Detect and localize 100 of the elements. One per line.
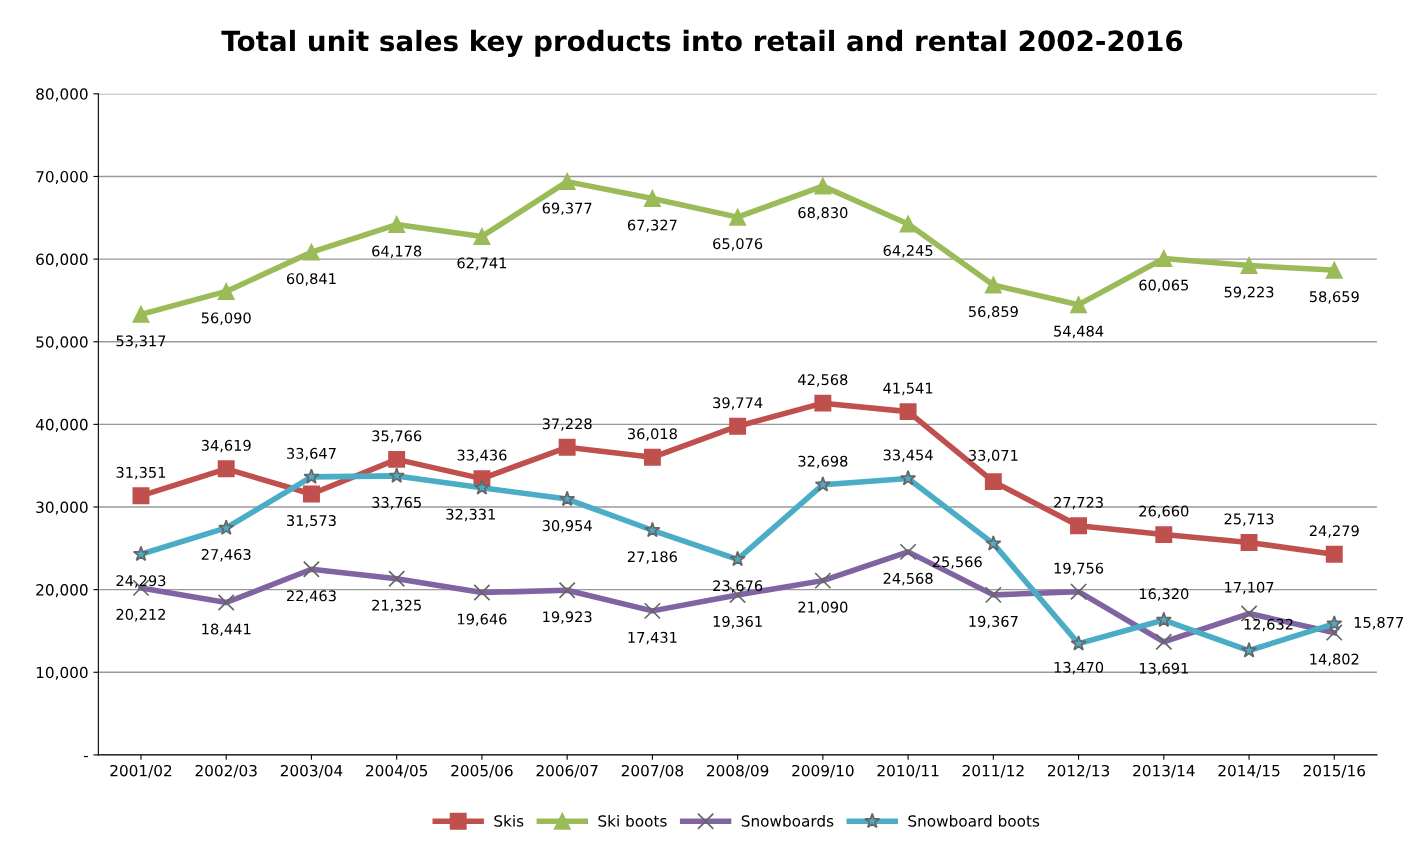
point [132, 305, 150, 323]
point [302, 243, 320, 261]
point [388, 467, 405, 483]
data-label: 19,923 [543, 611, 592, 624]
data-label: 62,741 [457, 257, 507, 270]
x-tick-label: 2004/05 [366, 764, 428, 778]
point [644, 521, 661, 538]
data-label: 32,331 [446, 508, 495, 522]
x-tick-label: 2001/02 [110, 764, 172, 778]
x-tick-label: 2002/03 [195, 764, 257, 778]
legend-label: Snowboard boots [908, 814, 1040, 827]
data-label: 64,178 [372, 245, 422, 259]
data-label: 65,076 [713, 238, 763, 251]
data-label: 22,463 [287, 590, 336, 603]
point [643, 448, 661, 466]
point [132, 487, 150, 505]
data-label: 36,018 [627, 428, 677, 441]
data-label: 13,470 [1054, 661, 1104, 675]
data-label: 58,659 [1309, 291, 1359, 304]
y-tick-label: 60,000 [36, 253, 88, 267]
point [218, 519, 235, 535]
data-label: 37,228 [542, 418, 592, 431]
data-label: 30,954 [542, 520, 592, 533]
point [899, 469, 917, 486]
x-tick-label: 2009/10 [792, 764, 854, 778]
x-tick-label: 2013/14 [1133, 764, 1195, 778]
data-label: 23,676 [713, 580, 763, 593]
data-label: 25,713 [1224, 513, 1274, 526]
data-label: 67,327 [627, 219, 677, 233]
point [729, 417, 747, 435]
point [558, 173, 576, 191]
y-tick-label: 50,000 [36, 336, 88, 350]
data-label: 41,541 [883, 382, 933, 396]
legend-label: Skis [494, 814, 524, 827]
data-label: 27,723 [1054, 496, 1103, 510]
x-tick-label: 2007/08 [621, 764, 684, 778]
chart-title: Total unit sales key products into retail and rental 2002-2016 [221, 29, 1183, 57]
point [985, 535, 1002, 551]
data-label: 60,065 [1139, 279, 1189, 293]
point [899, 403, 917, 421]
y-tick-label: - [83, 755, 88, 758]
data-label: 19,756 [1054, 562, 1104, 576]
data-label: 24,293 [116, 575, 166, 588]
legend-label: Ski boots [598, 814, 667, 827]
data-label: 39,774 [713, 397, 763, 410]
data-label: 64,245 [883, 245, 933, 258]
point [303, 468, 320, 484]
data-label: 20,212 [116, 608, 166, 622]
point [1240, 533, 1258, 551]
x-tick-label: 2015/16 [1303, 764, 1366, 778]
point [729, 208, 747, 226]
data-label: 33,647 [287, 447, 336, 461]
point [1155, 250, 1173, 268]
data-label: 54,484 [1054, 325, 1104, 339]
point [559, 490, 576, 507]
point [1070, 296, 1088, 314]
x-tick-label: 2010/11 [877, 764, 939, 778]
y-tick-label: 30,000 [36, 501, 88, 515]
x-tick-label: 2008/09 [707, 764, 769, 778]
data-label: 35,766 [372, 430, 422, 443]
data-label: 32,698 [798, 455, 848, 469]
y-tick-label: 10,000 [36, 666, 88, 680]
data-label: 53,317 [116, 335, 166, 348]
point [558, 438, 576, 456]
x-tick-label: 2006/07 [536, 764, 598, 778]
data-label: 59,223 [1224, 286, 1274, 300]
legend-label: Snowboards [741, 814, 834, 827]
point [1155, 611, 1172, 628]
data-label: 33,765 [372, 496, 421, 510]
point [1240, 257, 1258, 274]
data-label: 33,071 [968, 449, 1018, 463]
data-label: 25,566 [932, 556, 982, 569]
data-label: 33,436 [457, 449, 507, 463]
data-label: 60,841 [286, 273, 336, 286]
x-tick-label: 2003/04 [280, 764, 343, 778]
point [217, 282, 235, 300]
point [388, 450, 406, 468]
point [217, 460, 235, 478]
data-label: 24,568 [883, 572, 933, 586]
data-label: 17,107 [1225, 581, 1274, 595]
data-label: 12,632 [1244, 618, 1293, 632]
point [473, 227, 491, 245]
y-tick-label: 70,000 [36, 170, 88, 185]
point [1070, 635, 1087, 651]
point [302, 485, 320, 503]
data-label: 13,691 [1139, 662, 1188, 676]
data-label: 68,830 [798, 207, 848, 220]
data-label: 42,568 [798, 374, 848, 387]
x-tick-label: 2005/06 [451, 764, 513, 778]
x-tick-label: 2012/13 [1047, 764, 1110, 778]
data-label: 21,325 [372, 599, 421, 613]
point [814, 476, 831, 492]
data-label: 31,351 [116, 466, 166, 480]
y-tick-label: 40,000 [35, 418, 88, 432]
point [1155, 526, 1173, 544]
point [1325, 261, 1343, 279]
data-label: 27,463 [201, 548, 251, 562]
point [729, 550, 746, 567]
point [1070, 517, 1088, 535]
data-label: 21,090 [798, 601, 848, 615]
